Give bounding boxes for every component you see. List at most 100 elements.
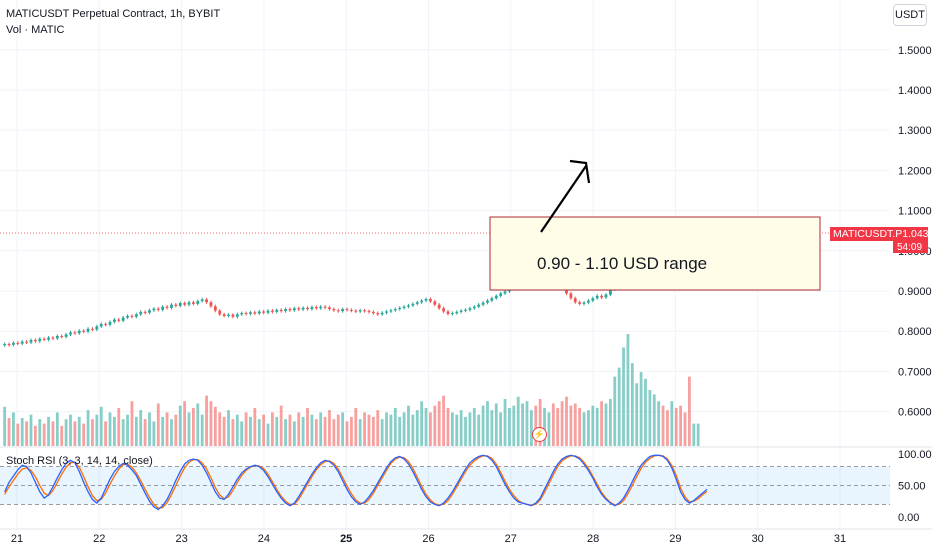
volume-bar [156,403,160,446]
volume-bar [323,416,327,446]
time-tick-label: 28 [587,533,599,545]
candle-body [200,299,204,302]
candle-body [161,306,165,310]
volume-bar [648,390,652,446]
candle-body [112,319,116,322]
volume-bar [573,403,577,446]
volume-bar [209,401,213,446]
volume-bar [529,410,533,446]
volume-bar [345,421,349,446]
candle-body [143,311,147,313]
stoch-d-line [4,454,708,509]
volume-bar [490,410,494,446]
volume-bar [613,376,617,446]
volume-bar [569,405,573,446]
volume-bar [25,421,29,446]
candle-body [104,323,108,325]
volume-bar [556,407,560,446]
volume-bar [328,410,331,446]
volume-bar [222,416,226,446]
lightning-icon[interactable]: ⚡ [532,427,547,442]
volume-bar [687,376,691,446]
candle-body [77,330,81,334]
candle-body [301,307,305,310]
candle-body [218,310,222,315]
volume-bar [271,412,274,446]
candle-body [279,309,283,312]
arrow-shaft[interactable] [540,165,587,233]
candle-body [420,300,424,303]
range-rectangle[interactable] [489,216,821,291]
volume-bar [121,419,125,446]
volume-bar [494,403,498,446]
drawing-annotations[interactable] [489,159,821,291]
volume-bars [3,334,700,446]
volume-bar [551,403,555,446]
candle-body [178,303,182,306]
candle-body [314,307,318,309]
time-tick-label: 31 [834,533,846,545]
candle-body [51,337,55,339]
volume-bar [354,407,358,446]
volume-bar [306,407,309,446]
volume-bar [38,419,42,446]
symbol-legend[interactable]: MATICUSDT Perpetual Contract, 1h, BYBIT [6,8,221,20]
candle-body [271,310,274,312]
volume-bar [16,423,20,446]
candle-body [328,307,331,310]
stoch-tick-label: 50.00 [898,481,926,493]
stoch-rsi-title[interactable]: Stoch RSI (3, 3, 14, 14, close) [6,455,153,467]
volume-bar [117,407,121,446]
volume-bar [86,410,90,446]
volume-bar [503,398,507,446]
volume-bar [450,412,454,446]
volume-bar [12,412,15,446]
candle-body [42,338,46,340]
candle-body [472,306,476,309]
volume-bar [95,414,99,446]
volume-bar [165,412,169,446]
candle-body [380,312,384,315]
time-axis[interactable]: 21 22 23 24 25 26 27 28 29 30 31 [0,528,932,545]
volume-bar [591,405,595,446]
stoch-rsi-pane[interactable] [0,446,932,511]
candle-body [573,298,577,303]
volume-bar [227,410,230,446]
volume-bar [301,416,305,446]
volume-legend[interactable]: Vol · MATIC [6,24,65,36]
currency-button[interactable]: USDT [893,4,927,26]
candle-body [91,328,94,330]
time-tick-label: 25 [340,533,352,545]
candle-body [29,340,33,343]
candle-body [490,298,494,301]
volume-bar [73,421,77,446]
volume-bar [134,416,138,446]
volume-bar [639,372,643,446]
volume-bar [288,414,292,446]
price-tick-label: 0.6000 [898,407,932,419]
volume-bar [82,423,86,446]
candle-body [455,311,459,314]
volume-bar [459,410,463,446]
volume-bar [442,395,445,446]
volume-bar [433,405,437,446]
volume-bar [231,419,235,446]
candle-body [73,332,77,334]
price-axis[interactable]: 1.50001.40001.30001.20001.10001.00000.90… [898,45,932,524]
range-annotation-text[interactable]: 0.90 - 1.10 USD range [537,254,708,273]
candle-body [205,299,208,303]
volume-bar [104,421,108,446]
volume-bar [33,425,37,446]
volume-bar [47,416,50,446]
candle-body [25,341,29,343]
volume-bar [7,418,11,446]
volume-bar [205,395,208,446]
volume-bar [99,406,103,446]
volume-bar [257,419,261,446]
volume-bar [393,407,397,446]
candle-body [411,303,415,306]
volume-bar [587,410,590,446]
volume-bar [3,406,7,446]
candle-body [354,310,358,312]
